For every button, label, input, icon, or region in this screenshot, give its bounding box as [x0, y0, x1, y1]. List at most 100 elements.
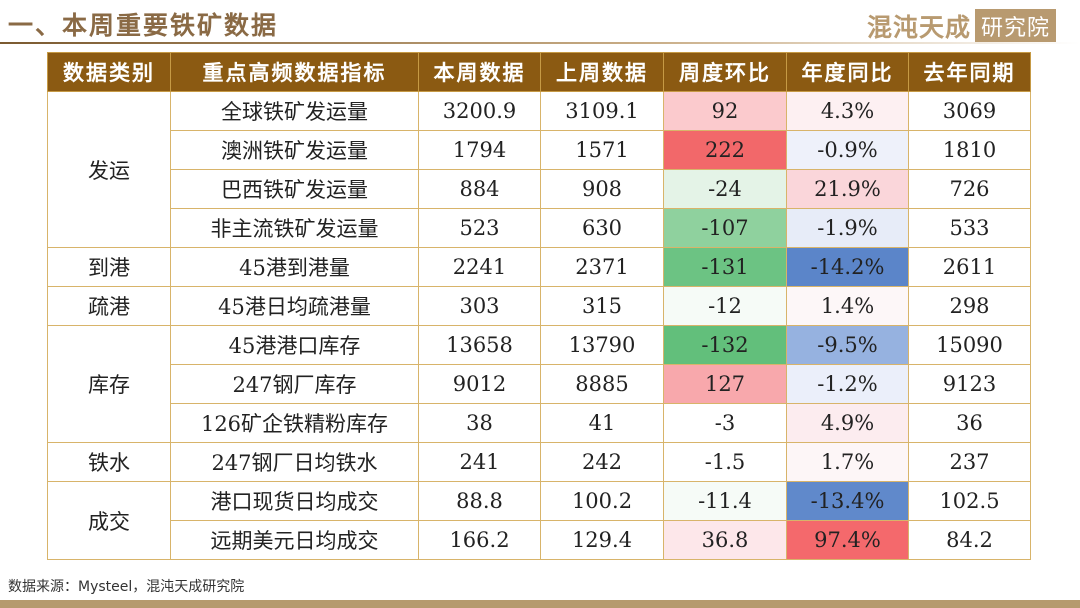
table-row: 成交 港口现货日均成交 88.8 100.2 -11.4 -13.4% 102.5 [47, 481, 1031, 560]
last-week-cell: 242 [540, 442, 664, 482]
table-row: 远期美元日均成交 166.2 129.4 36.8 97.4% 84.2 [48, 520, 1031, 560]
this-week-cell: 1794 [418, 130, 541, 170]
last-year-cell: 84.2 [908, 520, 1031, 560]
yoy-change-cell: -13.4% [786, 481, 909, 521]
last-week-cell: 1571 [540, 130, 664, 170]
last-year-cell: 237 [908, 442, 1031, 482]
header-divider [0, 42, 1080, 44]
table-row: 非主流铁矿发运量 523 630 -107 -1.9% 533 [48, 208, 1031, 248]
this-week-cell: 523 [418, 208, 541, 248]
table-row: 发运 全球铁矿发运量 3200.9 3109.1 92 4.3% 3069 [47, 91, 1031, 248]
last-year-cell: 36 [908, 403, 1031, 443]
wow-change-cell: -3 [663, 403, 787, 443]
this-week-cell: 3200.9 [418, 91, 541, 131]
table-row: 澳洲铁矿发运量 1794 1571 222 -0.9% 1810 [48, 130, 1031, 170]
last-week-cell: 908 [540, 169, 664, 209]
column-header: 年度同比 [786, 52, 909, 92]
yoy-change-cell: -9.5% [786, 325, 909, 365]
category-cell: 疏港 [47, 286, 171, 326]
page-title: 一、本周重要铁矿数据 [8, 11, 279, 40]
category-cell: 成交 [47, 481, 171, 560]
iron-ore-data-table: 数据类别 重点高频数据指标 本周数据 上周数据 周度环比 年度同比 去年同期 发… [47, 52, 1031, 560]
wow-change-cell: 222 [663, 130, 787, 170]
category-cell: 铁水 [47, 442, 171, 482]
yoy-change-cell: -1.9% [786, 208, 909, 248]
yoy-change-cell: 4.3% [786, 91, 909, 131]
last-year-cell: 102.5 [908, 481, 1031, 521]
indicator-cell: 247钢厂库存 [170, 364, 419, 404]
indicator-cell: 远期美元日均成交 [170, 520, 419, 560]
last-year-cell: 726 [908, 169, 1031, 209]
last-week-cell: 100.2 [540, 481, 664, 521]
indicator-cell: 45港到港量 [170, 247, 419, 287]
column-header: 数据类别 [47, 52, 171, 92]
this-week-cell: 38 [418, 403, 541, 443]
last-week-cell: 41 [540, 403, 664, 443]
last-week-cell: 315 [540, 286, 664, 326]
this-week-cell: 166.2 [418, 520, 541, 560]
table-row: 到港 45港到港量 2241 2371 -131 -14.2% 2611 [47, 247, 1031, 287]
indicator-cell: 45港港口库存 [170, 325, 419, 365]
column-header: 上周数据 [540, 52, 664, 92]
wow-change-cell: -11.4 [663, 481, 787, 521]
yoy-change-cell: 97.4% [786, 520, 909, 560]
last-week-cell: 630 [540, 208, 664, 248]
brand-logo: 混沌天成 研究院 [867, 8, 1056, 44]
this-week-cell: 241 [418, 442, 541, 482]
header: 一、本周重要铁矿数据 混沌天成 研究院 [0, 0, 1080, 46]
last-week-cell: 13790 [540, 325, 664, 365]
this-week-cell: 13658 [418, 325, 541, 365]
column-header: 去年同期 [908, 52, 1031, 92]
wow-change-cell: 36.8 [663, 520, 787, 560]
yoy-change-cell: -14.2% [786, 247, 909, 287]
indicator-cell: 非主流铁矿发运量 [170, 208, 419, 248]
column-header: 重点高频数据指标 [170, 52, 419, 92]
wow-change-cell: -131 [663, 247, 787, 287]
last-year-cell: 15090 [908, 325, 1031, 365]
indicator-cell: 126矿企铁精粉库存 [170, 403, 419, 443]
wow-change-cell: -107 [663, 208, 787, 248]
wow-change-cell: -1.5 [663, 442, 787, 482]
yoy-change-cell: 1.4% [786, 286, 909, 326]
wow-change-cell: -132 [663, 325, 787, 365]
last-year-cell: 3069 [908, 91, 1031, 131]
this-week-cell: 884 [418, 169, 541, 209]
category-cell: 发运 [47, 91, 171, 248]
wow-change-cell: -24 [663, 169, 787, 209]
last-week-cell: 3109.1 [540, 91, 664, 131]
yoy-change-cell: 21.9% [786, 169, 909, 209]
column-header: 本周数据 [418, 52, 541, 92]
this-week-cell: 9012 [418, 364, 541, 404]
last-week-cell: 2371 [540, 247, 664, 287]
indicator-cell: 巴西铁矿发运量 [170, 169, 419, 209]
logo-text: 混沌天成 [866, 13, 971, 42]
indicator-cell: 247钢厂日均铁水 [170, 442, 419, 482]
wow-change-cell: 92 [663, 91, 787, 131]
bottom-bar [0, 600, 1080, 608]
table-row: 库存 45港港口库存 13658 13790 -132 -9.5% 15090 [47, 325, 1031, 443]
table-row: 铁水 247钢厂日均铁水 241 242 -1.5 1.7% 237 [47, 442, 1031, 482]
category-cell: 库存 [47, 325, 171, 443]
table-row: 126矿企铁精粉库存 38 41 -3 4.9% 36 [48, 403, 1031, 443]
last-year-cell: 9123 [908, 364, 1031, 404]
indicator-cell: 45港日均疏港量 [170, 286, 419, 326]
table-header-row: 数据类别 重点高频数据指标 本周数据 上周数据 周度环比 年度同比 去年同期 [47, 52, 1031, 92]
yoy-change-cell: -0.9% [786, 130, 909, 170]
this-week-cell: 303 [418, 286, 541, 326]
last-week-cell: 8885 [540, 364, 664, 404]
data-source-note: 数据来源：Mysteel，混沌天成研究院 [8, 579, 245, 595]
category-cell: 到港 [47, 247, 171, 287]
last-year-cell: 298 [908, 286, 1031, 326]
wow-change-cell: 127 [663, 364, 787, 404]
yoy-change-cell: 4.9% [786, 403, 909, 443]
wow-change-cell: -12 [663, 286, 787, 326]
last-year-cell: 1810 [908, 130, 1031, 170]
indicator-cell: 澳洲铁矿发运量 [170, 130, 419, 170]
column-header: 周度环比 [663, 52, 787, 92]
yoy-change-cell: -1.2% [786, 364, 909, 404]
logo-box-text: 研究院 [974, 9, 1056, 43]
table-row: 巴西铁矿发运量 884 908 -24 21.9% 726 [48, 169, 1031, 209]
this-week-cell: 2241 [418, 247, 541, 287]
table-row: 247钢厂库存 9012 8885 127 -1.2% 9123 [48, 364, 1031, 404]
this-week-cell: 88.8 [418, 481, 541, 521]
